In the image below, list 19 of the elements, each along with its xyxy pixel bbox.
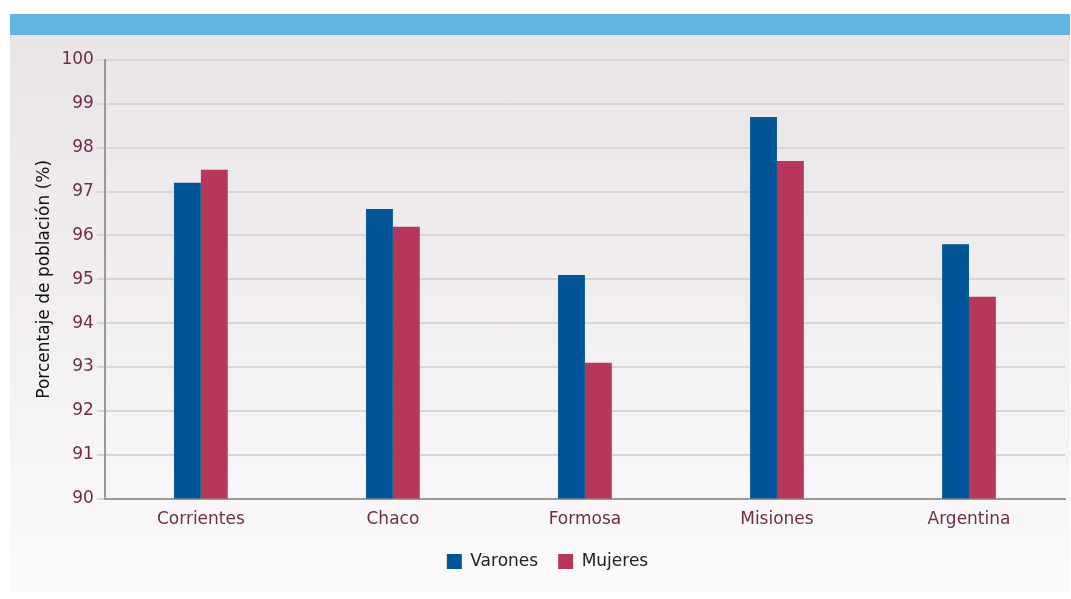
x-tick-label: Argentina xyxy=(927,508,1011,529)
y-tick-label: 98 xyxy=(72,136,94,157)
y-tick-label: 99 xyxy=(72,92,94,113)
y-tick-label: 93 xyxy=(72,355,94,376)
x-tick-label: Formosa xyxy=(548,508,622,529)
x-tick-label: Misiones xyxy=(740,508,814,529)
legend-label: Mujeres xyxy=(581,549,649,570)
y-axis-title: Porcentaje de población (%) xyxy=(32,159,53,399)
y-tick-label: 95 xyxy=(72,267,94,288)
y-tick-label: 90 xyxy=(72,487,94,508)
y-tick-label: 92 xyxy=(72,399,94,420)
y-tick-label: 97 xyxy=(72,180,94,200)
legend-label: Varones xyxy=(470,549,539,570)
y-tick-label: 96 xyxy=(72,223,94,244)
x-tick-label: Chaco xyxy=(366,508,420,529)
x-tick-label: Corrientes xyxy=(156,508,245,529)
y-tick-label: 91 xyxy=(72,443,94,464)
y-tick-label: 100 xyxy=(61,48,94,69)
y-tick-label: 94 xyxy=(72,311,94,332)
